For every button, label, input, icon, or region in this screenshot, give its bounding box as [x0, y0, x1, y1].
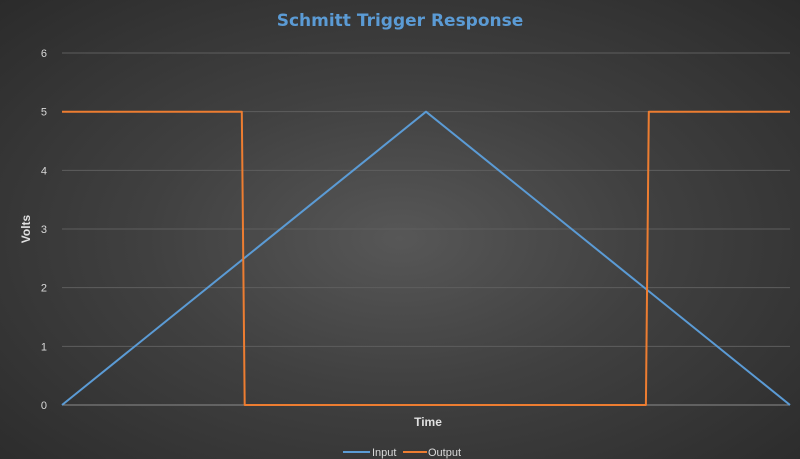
x-axis-label: Time — [414, 415, 442, 429]
y-axis-label: Volts — [19, 214, 33, 243]
y-tick-label: 0 — [41, 400, 47, 412]
y-tick-label: 2 — [41, 283, 47, 295]
legend: Input Output — [343, 447, 461, 459]
y-tick-label: 4 — [41, 165, 47, 177]
y-tick-label: 1 — [41, 341, 47, 353]
legend-label-input: Input — [372, 447, 396, 459]
series-line-output — [62, 110, 790, 406]
chart-title: Schmitt Trigger Response — [277, 11, 524, 31]
series-line-input — [61, 110, 791, 406]
gridlines — [62, 52, 790, 347]
y-tick-label: 6 — [41, 48, 47, 60]
y-tick-label: 3 — [41, 224, 47, 236]
y-axis-ticks: 0 1 2 3 4 5 6 — [41, 48, 47, 412]
y-tick-label: 5 — [41, 107, 47, 119]
series-lines — [61, 110, 791, 406]
legend-label-output: Output — [428, 447, 461, 459]
